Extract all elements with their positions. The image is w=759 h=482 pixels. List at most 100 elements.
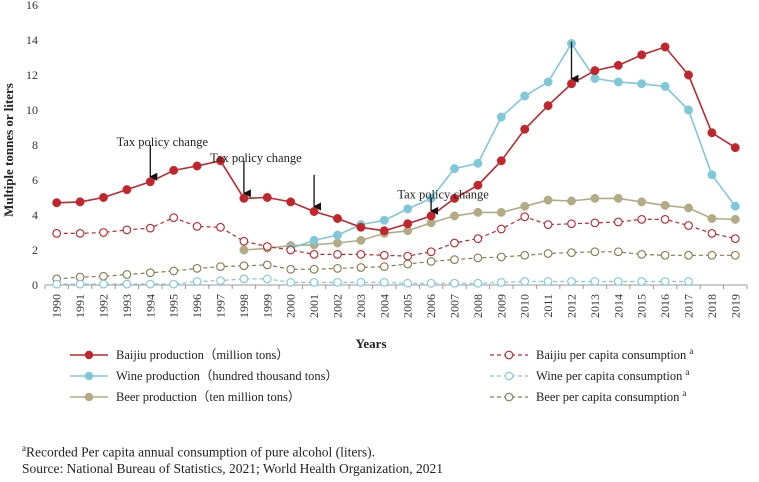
data-point bbox=[660, 42, 670, 52]
x-tick-label: 2005 bbox=[401, 294, 415, 318]
data-point bbox=[567, 277, 576, 286]
data-point bbox=[99, 228, 108, 237]
legend-item-0: Baijiu production（million tons） bbox=[70, 348, 289, 362]
x-tick-label: 2018 bbox=[705, 294, 719, 318]
data-point bbox=[543, 220, 553, 229]
x-tick-label: 1999 bbox=[260, 294, 274, 318]
data-point bbox=[707, 229, 717, 238]
x-axis-title: Years bbox=[355, 336, 386, 351]
data-point bbox=[403, 219, 413, 229]
data-point bbox=[684, 250, 693, 260]
data-point bbox=[473, 207, 483, 217]
data-point bbox=[122, 185, 132, 195]
y-tick-label: 10 bbox=[26, 103, 38, 117]
x-tick-label: 2017 bbox=[682, 294, 696, 318]
y-axis: 0 2 4 6 8 10 12 14 16 Multiple tonnes or liters bbox=[1, 0, 38, 292]
data-point bbox=[496, 112, 506, 122]
data-point bbox=[75, 229, 85, 238]
data-point bbox=[473, 253, 483, 263]
data-point bbox=[75, 279, 85, 289]
data-point bbox=[52, 229, 62, 238]
footnote-source: Source: National Bureau of Statistics, 2… bbox=[22, 461, 443, 476]
data-point bbox=[309, 264, 319, 274]
data-point bbox=[356, 222, 366, 232]
data-point bbox=[333, 250, 342, 259]
data-point bbox=[286, 278, 296, 287]
data-point bbox=[122, 270, 132, 279]
data-point bbox=[333, 278, 342, 287]
data-point bbox=[145, 177, 155, 187]
data-point bbox=[543, 101, 553, 111]
data-point bbox=[496, 252, 506, 262]
data-point bbox=[707, 128, 717, 138]
y-tick-label: 14 bbox=[26, 33, 38, 47]
data-point bbox=[567, 79, 576, 89]
data-point bbox=[286, 264, 296, 274]
data-point bbox=[192, 222, 202, 231]
series-line bbox=[56, 251, 736, 280]
data-point bbox=[216, 262, 225, 271]
legend-item-4: Beer production（ten million tons） bbox=[70, 390, 300, 404]
legend-item-5: Beer per capita consumption a bbox=[490, 388, 686, 404]
x-tick-label: 1997 bbox=[214, 294, 228, 318]
data-point bbox=[403, 251, 413, 261]
data-point bbox=[613, 217, 623, 227]
data-point bbox=[660, 277, 670, 286]
series-3 bbox=[52, 274, 693, 289]
data-point bbox=[99, 279, 108, 289]
footnote-text: Recorded Per capita annual consumption o… bbox=[26, 444, 376, 460]
legend-marker bbox=[504, 371, 514, 381]
legend-marker bbox=[504, 350, 514, 360]
data-point bbox=[660, 215, 670, 224]
data-point bbox=[496, 207, 506, 217]
annotation-label: Tax policy change bbox=[397, 188, 489, 202]
x-tick-label: 2011 bbox=[541, 294, 555, 318]
data-point bbox=[52, 198, 62, 208]
data-point bbox=[707, 214, 717, 223]
data-point bbox=[613, 277, 623, 286]
data-point bbox=[520, 277, 530, 286]
x-tick-label: 2012 bbox=[565, 294, 579, 318]
series-line bbox=[56, 216, 736, 257]
legend-marker bbox=[84, 392, 94, 402]
data-point bbox=[192, 277, 202, 286]
x-tick-label: 1994 bbox=[143, 294, 157, 318]
y-tick-label: 2 bbox=[32, 243, 38, 257]
data-point bbox=[637, 250, 647, 259]
data-point bbox=[450, 278, 459, 288]
series-4 bbox=[239, 193, 740, 255]
data-point bbox=[216, 222, 225, 232]
data-point bbox=[543, 277, 553, 286]
data-point bbox=[403, 204, 413, 214]
data-point bbox=[450, 238, 459, 248]
legend-label: Baijiu production（million tons） bbox=[116, 348, 289, 362]
data-point bbox=[613, 60, 623, 70]
data-point bbox=[496, 278, 506, 287]
legend-label: Beer per capita consumption a bbox=[536, 388, 686, 404]
data-point bbox=[613, 193, 623, 203]
y-tick-label: 6 bbox=[32, 173, 38, 187]
data-point bbox=[239, 193, 249, 203]
x-tick-label: 1995 bbox=[167, 294, 181, 318]
line-chart: 0 2 4 6 8 10 12 14 16 Multiple tonnes or liters 1… bbox=[1, 0, 748, 404]
x-tick-label: 1996 bbox=[190, 294, 204, 318]
data-point bbox=[379, 215, 389, 225]
legend-label: Beer production（ten million tons） bbox=[116, 390, 300, 404]
data-point bbox=[637, 79, 647, 89]
data-point bbox=[520, 91, 530, 101]
data-point bbox=[379, 262, 389, 271]
legend-label: Wine production（hundred thousand tons） bbox=[116, 369, 338, 383]
data-point bbox=[567, 196, 576, 206]
data-point bbox=[122, 225, 132, 235]
data-point bbox=[520, 124, 530, 134]
data-point bbox=[450, 211, 459, 221]
x-tick-label: 1990 bbox=[50, 294, 64, 318]
data-point bbox=[684, 70, 693, 80]
data-point bbox=[450, 255, 459, 264]
data-point bbox=[473, 180, 483, 190]
x-tick-label: 2000 bbox=[284, 294, 298, 318]
data-point bbox=[590, 74, 600, 83]
x-axis: 1990 1991 1992 1993 1994 1995 1996 1997 1998 1999… bbox=[44, 284, 748, 351]
x-tick-label: 2008 bbox=[471, 294, 485, 318]
x-tick-label: 2019 bbox=[728, 294, 742, 318]
